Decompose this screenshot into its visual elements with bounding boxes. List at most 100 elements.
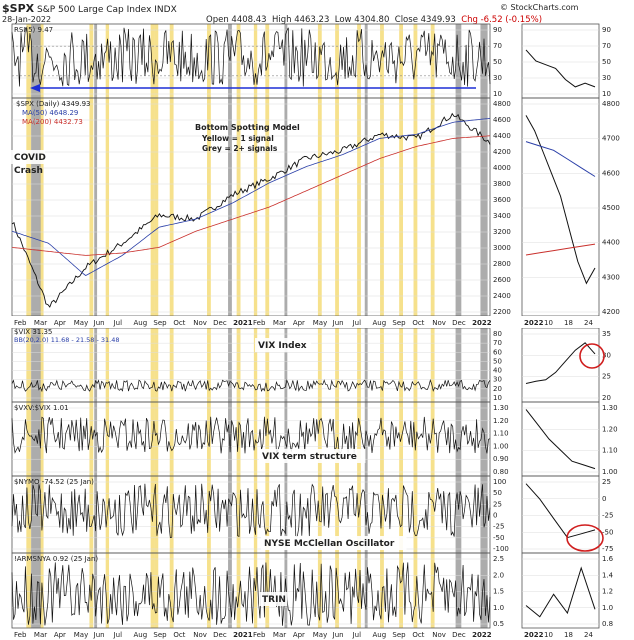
rsi-label: RSI(5) 9.47 [14, 26, 53, 34]
side-y-tick-label: 70 [602, 42, 611, 50]
side-frame-price [521, 97, 600, 317]
y-tick-label: 30 [493, 376, 502, 384]
y-tick-label: 80 [493, 330, 502, 338]
side-y-tick-label: 4800 [602, 100, 620, 108]
x-tick-label: Jun [93, 319, 105, 327]
y-tick-label: 2.0 [493, 571, 504, 579]
series-line-spxdaily [11, 112, 491, 308]
y-tick-label: 3800 [493, 180, 511, 188]
x-tick-label: Aug [134, 319, 148, 327]
side-frame-vix [521, 327, 600, 403]
y-tick-label: 1.10 [493, 430, 509, 438]
x-tick-label-bottom: Nov [432, 631, 446, 639]
y-tick-label: 2600 [493, 276, 511, 284]
y-tick-label: 40 [493, 367, 502, 375]
tick-labels: 9070503010907050301048004600440042004000… [14, 26, 620, 639]
y-tick-label: 1.00 [493, 442, 509, 450]
x-tick-label-bottom: Aug [373, 631, 387, 639]
x-tick-label-bottom: Oct [173, 631, 185, 639]
y-tick-label: 2400 [493, 292, 511, 300]
ohlc-row: Open 4408.43 High 4463.23 Low 4304.80 Cl… [206, 15, 542, 25]
x-tick-label: Jul [113, 319, 123, 327]
model-yellow: Yellow = 1 signal [201, 134, 274, 143]
model-grey: Grey = 2+ signals [202, 144, 278, 153]
blue-arrow-head [30, 84, 40, 92]
x-tick-label: Aug [373, 319, 387, 327]
annotations: COVID Crash Bottom Spotting Model Yellow = … [11, 84, 605, 606]
y-tick-label: 1.30 [493, 404, 509, 412]
x-tick-label: Oct [173, 319, 185, 327]
x-tick-label-bottom: Jun [93, 631, 105, 639]
price-legend: $SPX (Daily) 4349.93 [16, 100, 90, 108]
y-tick-label: -25 [493, 523, 504, 531]
vix-label: $VIX 31.35 [14, 328, 52, 336]
y-tick-label: 50 [493, 357, 502, 365]
series-line-ma200 [11, 135, 491, 256]
y-tick-label: 4200 [493, 148, 511, 156]
y-tick-label: 0.5 [493, 620, 504, 628]
side-y-tick-label: 10 [602, 90, 611, 98]
model-title: Bottom Spotting Model [195, 123, 300, 132]
x-tick-label: Jul [352, 319, 362, 327]
y-tick-label: 70 [493, 339, 502, 347]
side-y-tick-label: -50 [602, 528, 613, 536]
x-tick-label-bottom: Mar [34, 631, 47, 639]
index-name: S&P 500 Large Cap Index [37, 5, 152, 15]
x-tick-label: Nov [193, 319, 207, 327]
x-tick-label: Apr [293, 319, 305, 327]
label-bg [261, 536, 407, 550]
side-x-tick-label: 18 [564, 319, 573, 327]
trin-line [11, 562, 491, 626]
x-tick-label: Dec [452, 319, 466, 327]
nymo-label: $NYMO -74.52 (25 Jan) [14, 478, 94, 486]
side-y-tick-label: 4400 [602, 239, 620, 247]
x-tick-label-bottom: May [313, 631, 327, 639]
y-tick-label: 50 [493, 58, 502, 66]
mcclellan-label: NYSE McClellan Oscillator [264, 539, 395, 549]
side-term-line [525, 409, 596, 470]
y-tick-label: 10 [493, 394, 502, 402]
x-tick-label: Mar [273, 319, 286, 327]
side-y-tick-label: 0.8 [602, 620, 613, 628]
y-tick-label: 60 [493, 348, 502, 356]
side-y-tick-label: -75 [602, 545, 613, 553]
series-line-ma50 [11, 117, 491, 276]
red-circle-vix [579, 343, 605, 369]
x-tick-label: 2022 [472, 319, 492, 327]
side-x-tick-label-bottom: 2022 [524, 631, 544, 639]
y-tick-label: 2800 [493, 260, 511, 268]
chg-value: Chg -6.52 (-0.15%) [461, 15, 543, 25]
y-tick-label: 1.20 [493, 417, 509, 425]
exchange: INDX [154, 5, 177, 15]
side-x-tick-label-bottom: 24 [584, 631, 593, 639]
side-y-tick-label: 4300 [602, 273, 620, 281]
y-tick-label: 4000 [493, 164, 511, 172]
x-tick-label-bottom: Sep [153, 631, 167, 639]
y-tick-label: 30 [493, 74, 502, 82]
term-line [11, 416, 491, 454]
x-tick-label: Apr [54, 319, 66, 327]
label-bg [259, 449, 366, 463]
y-tick-label: 10 [493, 90, 502, 98]
x-tick-label: Oct [412, 319, 424, 327]
y-tick-label: 3000 [493, 244, 511, 252]
low-value: Low 4304.80 [334, 15, 390, 25]
y-tick-label: 2.5 [493, 555, 504, 563]
series-layer [11, 27, 596, 626]
side-y-tick-label: 4500 [602, 204, 620, 212]
y-tick-label: 90 [493, 26, 502, 34]
term-label: $VXV:$VIX 1.01 [14, 404, 69, 412]
credit: © StockCharts.com [500, 3, 579, 12]
side-y-tick-label: 1.00 [602, 468, 618, 476]
y-tick-label: 4400 [493, 132, 511, 140]
x-tick-label: May [313, 319, 327, 327]
side-frame-term [521, 401, 600, 477]
side-trin-line [525, 566, 596, 618]
x-tick-label-bottom: Sep [392, 631, 406, 639]
trin-label-box: TRIN [262, 595, 286, 605]
x-tick-label-bottom: Jul [113, 631, 123, 639]
side-y-tick-label: -25 [602, 512, 613, 520]
side-y-tick-label: 20 [602, 394, 611, 402]
side-y-tick-label: 1.20 [602, 425, 618, 433]
x-tick-label: Jun [332, 319, 344, 327]
